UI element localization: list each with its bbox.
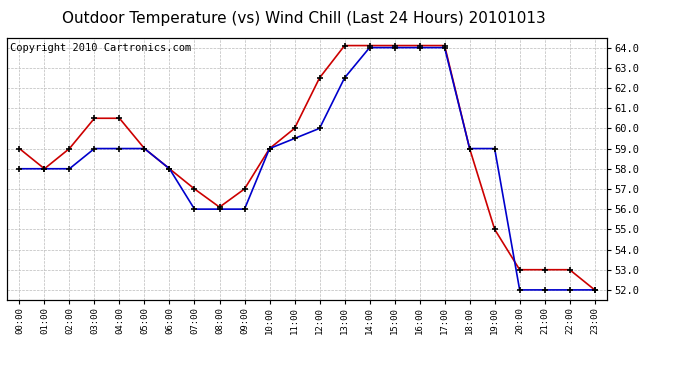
Text: Copyright 2010 Cartronics.com: Copyright 2010 Cartronics.com bbox=[10, 43, 191, 53]
Text: Outdoor Temperature (vs) Wind Chill (Last 24 Hours) 20101013: Outdoor Temperature (vs) Wind Chill (Las… bbox=[61, 11, 546, 26]
